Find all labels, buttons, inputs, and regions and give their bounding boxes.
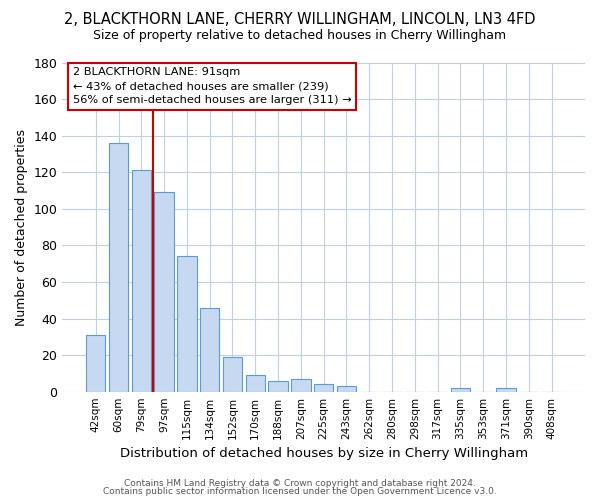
Bar [131,170,151,392]
Y-axis label: Number of detached properties: Number of detached properties [15,128,28,326]
Text: Size of property relative to detached houses in Cherry Willingham: Size of property relative to detached ho… [94,29,506,42]
Text: Contains public sector information licensed under the Open Government Licence v3: Contains public sector information licen… [103,487,497,496]
Bar [86,335,106,392]
X-axis label: Distribution of detached houses by size in Cherry Willingham: Distribution of detached houses by size … [119,447,528,460]
Bar [223,357,242,392]
Bar [109,143,128,392]
Bar [200,308,220,392]
Bar [268,380,288,392]
Bar [337,386,356,392]
Text: 2 BLACKTHORN LANE: 91sqm
← 43% of detached houses are smaller (239)
56% of semi-: 2 BLACKTHORN LANE: 91sqm ← 43% of detach… [73,68,352,106]
Bar [291,379,311,392]
Bar [314,384,334,392]
Text: Contains HM Land Registry data © Crown copyright and database right 2024.: Contains HM Land Registry data © Crown c… [124,478,476,488]
Bar [177,256,197,392]
Bar [154,192,174,392]
Bar [496,388,515,392]
Bar [245,375,265,392]
Text: 2, BLACKTHORN LANE, CHERRY WILLINGHAM, LINCOLN, LN3 4FD: 2, BLACKTHORN LANE, CHERRY WILLINGHAM, L… [64,12,536,28]
Bar [451,388,470,392]
